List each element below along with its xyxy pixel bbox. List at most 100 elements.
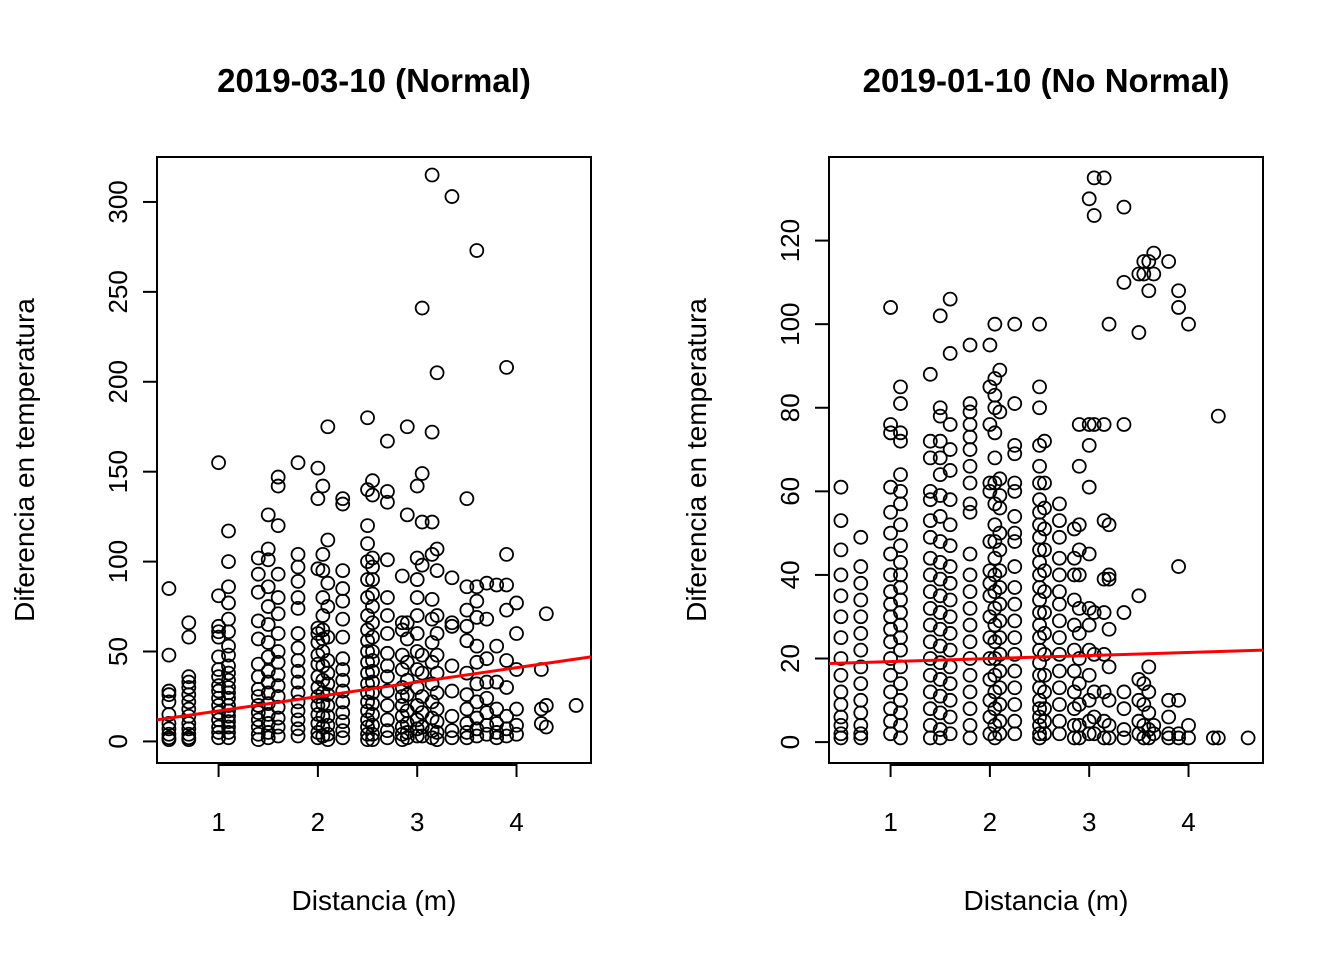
data-point (883, 726, 898, 742)
data-point (399, 730, 415, 746)
data-point (335, 593, 351, 609)
data-point (1141, 722, 1157, 737)
data-point (932, 621, 948, 637)
data-point (509, 626, 524, 641)
data-point (1007, 316, 1023, 332)
data-point (424, 167, 440, 183)
data-point (992, 663, 1008, 679)
data-point (409, 728, 425, 744)
data-point (399, 672, 415, 688)
data-point (942, 559, 958, 574)
data-point (211, 662, 226, 677)
data-point (853, 592, 869, 608)
data-point (1081, 479, 1097, 495)
data-point (290, 590, 306, 605)
data-point (1037, 684, 1052, 700)
data-point (270, 469, 286, 485)
data-point (1037, 521, 1052, 537)
data-point (1101, 517, 1117, 533)
data-point (922, 567, 938, 583)
data-point (489, 725, 505, 740)
data-point (365, 572, 380, 587)
data-point (459, 701, 475, 717)
data-point (260, 507, 276, 523)
data-point (962, 429, 978, 445)
data-point (987, 600, 1003, 616)
data-point (429, 608, 445, 623)
data-point (360, 572, 375, 587)
data-point (380, 626, 395, 641)
data-point (1101, 316, 1117, 332)
data-point (922, 513, 938, 528)
data-point (1037, 726, 1052, 742)
data-point (1136, 676, 1152, 691)
data-point (962, 684, 978, 700)
data-point (335, 651, 351, 667)
data-point (399, 725, 415, 740)
x-tick-label: 4 (509, 807, 523, 837)
data-point (942, 609, 958, 625)
data-point (1071, 697, 1087, 712)
y-tick-label: 100 (103, 540, 133, 583)
data-point (942, 726, 958, 742)
data-point (221, 611, 236, 627)
data-point (893, 496, 908, 512)
y-tick-label: 50 (103, 637, 133, 666)
data-point (922, 529, 938, 545)
data-point (270, 566, 286, 582)
data-point (489, 701, 505, 717)
data-point (250, 550, 266, 566)
data-point (1096, 571, 1112, 587)
data-point (1096, 170, 1112, 186)
data-point (335, 563, 351, 578)
data-point (833, 684, 849, 700)
data-point (250, 613, 266, 629)
data-point (1101, 571, 1117, 587)
data-point (211, 588, 226, 604)
data-point (893, 517, 908, 533)
data-point (1171, 692, 1186, 708)
data-point (1032, 475, 1047, 491)
data-point (335, 714, 351, 730)
data-point (365, 653, 380, 668)
data-point (414, 466, 430, 481)
data-point (992, 563, 1008, 579)
data-point (469, 676, 485, 692)
data-point (568, 698, 584, 713)
data-point (1052, 513, 1067, 528)
data-point (883, 651, 898, 666)
data-point (360, 732, 375, 748)
data-point (1052, 680, 1067, 696)
data-point (1071, 567, 1087, 583)
data-point (922, 667, 938, 683)
data-point (315, 563, 331, 578)
data-point (1131, 588, 1147, 604)
data-point (270, 710, 286, 726)
data-point (270, 719, 286, 735)
data-point (380, 494, 395, 510)
data-point (833, 709, 849, 725)
data-point (1081, 437, 1097, 453)
data-point (922, 730, 938, 746)
data-point (883, 634, 898, 650)
data-point (883, 684, 898, 700)
data-point (499, 547, 514, 562)
data-point (922, 684, 938, 700)
data-point (1032, 316, 1047, 332)
data-point (833, 726, 849, 742)
data-point (932, 450, 948, 466)
data-point (987, 584, 1003, 600)
data-point (1081, 417, 1097, 432)
data-point (380, 730, 395, 746)
data-point (1037, 667, 1052, 683)
data-point (1007, 713, 1023, 729)
data-point (260, 663, 276, 679)
y-axis-label: Diferencia en temperatura (681, 298, 712, 622)
data-point (1071, 542, 1087, 558)
data-point (992, 680, 1008, 696)
data-point (833, 651, 849, 666)
data-point (1052, 726, 1067, 742)
data-point (380, 683, 395, 699)
data-point (1146, 266, 1162, 282)
